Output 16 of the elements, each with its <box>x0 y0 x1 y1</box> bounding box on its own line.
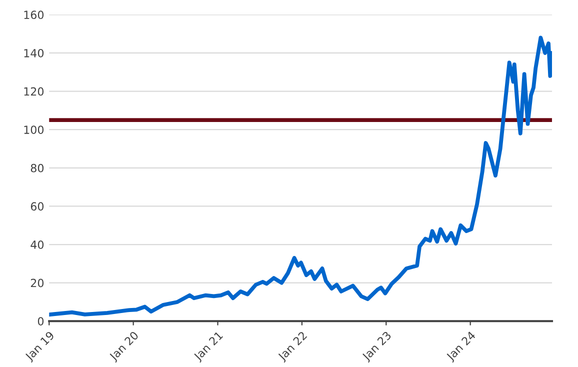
y-tick-label: 0 <box>38 317 44 326</box>
line-series <box>49 36 552 317</box>
x-tick-label: Jan 20 <box>108 330 140 363</box>
x-tick-label: Jan 23 <box>361 330 394 363</box>
y-tick-label: 140 <box>24 48 44 58</box>
y-tick-label: 80 <box>30 164 44 172</box>
y-tick-label: 160 <box>24 10 44 20</box>
y-tick-label: 100 <box>24 126 44 134</box>
x-tick-label: Jan 24 <box>445 330 478 363</box>
y-tick-label: 60 <box>30 202 44 211</box>
x-tick-label: Jan 22 <box>277 331 309 363</box>
x-tick-label: Jan 21 <box>192 331 225 363</box>
y-tick-label: 40 <box>30 240 44 249</box>
y-tick-label: 120 <box>24 87 44 96</box>
x-tick-label: Jan 19 <box>24 330 56 363</box>
y-tick-label: 20 <box>30 278 44 288</box>
